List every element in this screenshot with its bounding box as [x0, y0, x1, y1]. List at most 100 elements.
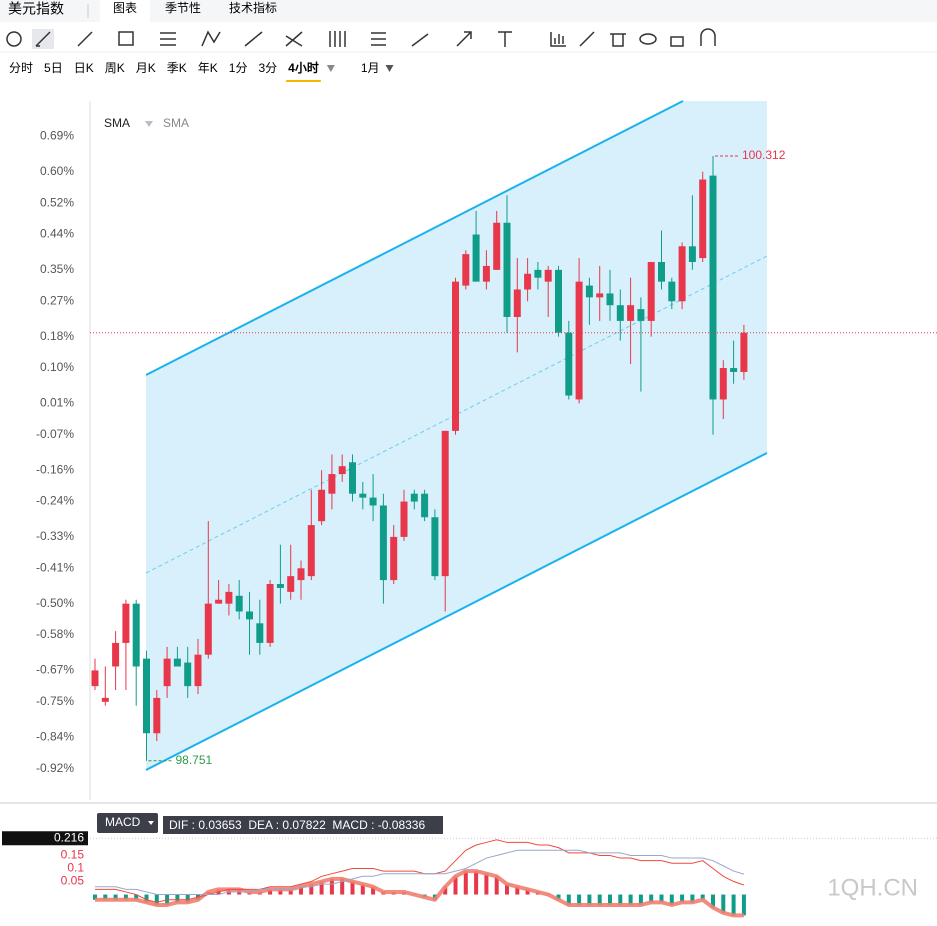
legend-item[interactable]: SMA	[104, 116, 130, 130]
tool-icon[interactable]	[610, 33, 626, 47]
candle-body	[699, 179, 707, 259]
candle-body	[246, 611, 253, 620]
macd-bar	[453, 876, 458, 895]
candle-body	[441, 430, 449, 577]
tool-icon[interactable]	[456, 31, 472, 47]
period-active-underline	[286, 80, 321, 82]
macd-bar	[360, 884, 365, 895]
tab[interactable]: 季节性	[165, 1, 201, 15]
macd-bar	[299, 886, 303, 895]
candle-body	[194, 654, 202, 687]
macd-bar	[494, 876, 499, 895]
macd-bar	[638, 894, 643, 905]
candle-body	[173, 658, 181, 667]
indicator-caret[interactable]	[148, 821, 154, 825]
period-button[interactable]: 月K	[136, 61, 156, 75]
tool-icon[interactable]	[579, 31, 595, 47]
candle-body	[184, 662, 192, 687]
macd-bar	[577, 894, 582, 905]
tool-icon[interactable]	[285, 31, 303, 47]
candle-body	[452, 281, 459, 431]
period-bar: 分时 5日 日K 周K 月K 季K 年K 1分 3分 4小时 1月	[9, 60, 394, 82]
candle-body	[256, 623, 264, 643]
candle-body	[328, 474, 336, 494]
y-tick-label: 0.52%	[40, 195, 74, 209]
macd-bar	[525, 889, 530, 895]
macd-bar	[309, 884, 314, 895]
candle-body	[307, 525, 315, 577]
candle-body	[616, 305, 624, 321]
tool-icon[interactable]	[498, 31, 512, 47]
candle-body	[513, 289, 521, 317]
macd-bar	[515, 886, 520, 895]
y-tick-label: -0.07%	[36, 427, 74, 441]
period-button[interactable]: 季K	[167, 61, 187, 75]
candle-body	[730, 368, 738, 372]
candle-body	[637, 309, 645, 321]
macd-bar	[278, 889, 283, 895]
candle-body	[719, 368, 727, 400]
tool-icon[interactable]	[6, 31, 22, 47]
y-tick-label: -0.92%	[36, 761, 74, 775]
high-label: 100.312	[742, 148, 786, 162]
candle-body	[493, 222, 501, 270]
y-tick-label: 0.216	[54, 830, 84, 844]
candle-body	[421, 493, 429, 518]
period-button[interactable]: 日K	[74, 61, 94, 75]
period-button[interactable]: 周K	[105, 61, 125, 75]
legend-caret[interactable]	[145, 121, 153, 127]
channel-mid	[145, 255, 768, 574]
tool-icon[interactable]	[77, 31, 93, 47]
macd-bar	[721, 894, 726, 913]
tab[interactable]: 技术指标	[229, 0, 277, 15]
candle-body	[297, 568, 305, 581]
tool-icon[interactable]	[670, 36, 684, 47]
candle-body	[688, 246, 696, 263]
period-button[interactable]: 1月	[361, 61, 380, 75]
macd-bar	[154, 894, 159, 905]
macd-bar	[556, 894, 561, 900]
candle-body	[627, 305, 635, 321]
tool-icon[interactable]	[118, 31, 134, 46]
macd-bar	[371, 886, 376, 895]
tool-icon[interactable]	[329, 31, 346, 47]
candle-body	[534, 269, 542, 278]
period-caret[interactable]	[385, 65, 394, 72]
instrument-title[interactable]: 美元指数	[8, 1, 64, 17]
candle-body	[647, 262, 655, 321]
candle-body	[225, 591, 233, 604]
macd-bar	[93, 894, 97, 900]
legend-item[interactable]: SMA	[163, 116, 189, 130]
candle-body	[544, 269, 552, 282]
tool-icon[interactable]	[411, 33, 429, 47]
period-button[interactable]: 分时	[9, 61, 33, 75]
macd-bar	[587, 894, 592, 905]
period-button[interactable]: 4小时	[288, 60, 319, 75]
tool-icon[interactable]	[550, 32, 566, 47]
macd-bar	[175, 894, 180, 903]
tool-icon[interactable]	[160, 32, 176, 46]
period-button[interactable]: 5日	[44, 61, 63, 75]
period-caret[interactable]	[326, 65, 335, 72]
period-button[interactable]: 3分	[258, 61, 277, 75]
candle-body	[235, 595, 243, 612]
tool-icon[interactable]	[244, 31, 263, 47]
macd-bar	[144, 894, 149, 903]
period-button[interactable]: 1分	[229, 61, 248, 75]
y-tick-label: -0.67%	[36, 663, 74, 677]
tab[interactable]: 图表	[113, 1, 137, 15]
tool-icon[interactable]	[371, 32, 386, 46]
period-button[interactable]: 年K	[198, 61, 218, 75]
tool-icon[interactable]	[201, 30, 221, 47]
candle-body	[462, 254, 470, 286]
y-tick-label: -0.41%	[36, 560, 74, 574]
macd-bar	[711, 894, 715, 908]
candle-body	[606, 293, 614, 306]
candle-body	[359, 493, 367, 498]
tool-icon[interactable]	[700, 28, 716, 46]
tool-icon[interactable]	[639, 33, 657, 45]
tool-icon[interactable]	[35, 31, 51, 47]
macd-bar	[123, 894, 128, 900]
indicator-select[interactable]	[97, 813, 158, 833]
indicator-name[interactable]: MACD	[105, 815, 141, 829]
